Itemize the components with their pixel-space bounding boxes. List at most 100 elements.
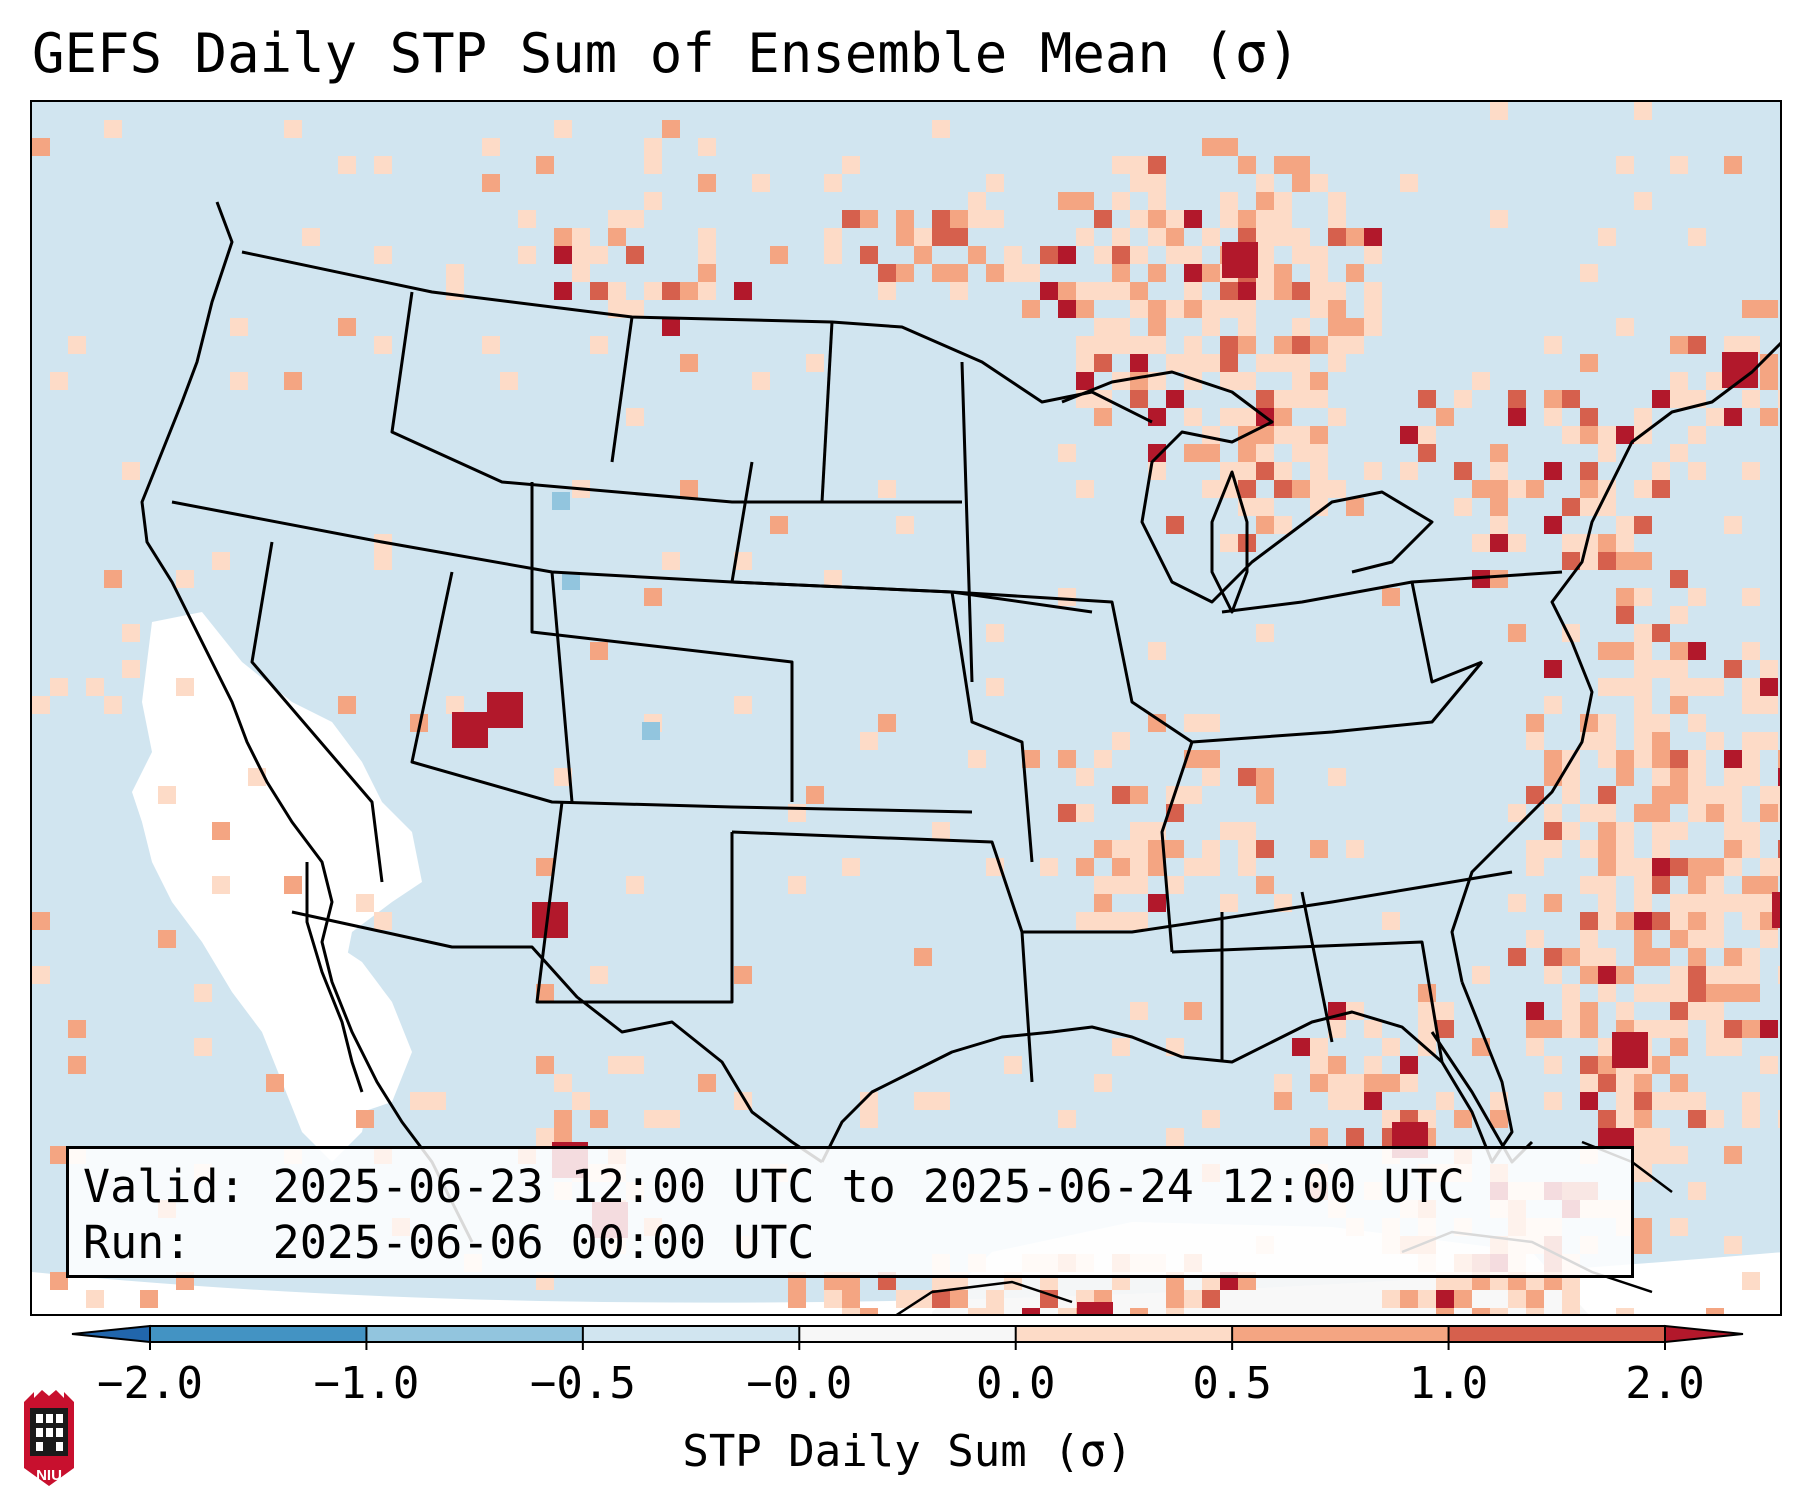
stp-cell	[1778, 786, 1780, 804]
stp-cell	[1580, 426, 1598, 444]
stp-cell	[1076, 912, 1094, 930]
stp-cell	[1526, 858, 1544, 876]
stp-cell	[1706, 1002, 1724, 1020]
stp-cell	[1670, 678, 1688, 696]
stp-cell	[1616, 750, 1634, 768]
stp-cell	[1310, 1056, 1328, 1074]
stp-cell	[1778, 858, 1780, 876]
stp-cell	[1256, 228, 1274, 246]
stp-cell	[1670, 1038, 1688, 1056]
stp-cell	[1652, 714, 1670, 732]
stp-cell	[1094, 840, 1112, 858]
stp-cell	[1436, 408, 1454, 426]
stp-cell	[1616, 768, 1634, 786]
stp-cell	[986, 1290, 1004, 1308]
stp-cell	[1346, 228, 1364, 246]
stp-cell	[1634, 1110, 1652, 1128]
stp-cell	[842, 210, 860, 228]
stp-cell	[1220, 138, 1238, 156]
stp-cell	[1148, 300, 1166, 318]
stp-cell	[1670, 750, 1688, 768]
stp-cell	[1688, 588, 1706, 606]
stp-cell	[932, 1092, 950, 1110]
stp-cell	[1634, 1128, 1652, 1146]
stp-cell	[1490, 1308, 1508, 1314]
stp-cell	[1004, 1056, 1022, 1074]
stp-cell	[1724, 840, 1742, 858]
stp-cell	[32, 696, 50, 714]
stp-cell	[644, 156, 662, 174]
stp-cell	[1202, 426, 1220, 444]
stp-cell	[1652, 876, 1670, 894]
stp-cell	[554, 768, 572, 786]
stp-cell	[1616, 552, 1634, 570]
stp-cell	[1688, 426, 1706, 444]
stp-cell	[1616, 1110, 1634, 1128]
stp-cell	[1634, 552, 1652, 570]
stp-cell	[986, 1308, 1004, 1314]
stp-cell	[1220, 300, 1238, 318]
stp-cell	[1364, 1092, 1382, 1110]
stp-cell-max	[1077, 1302, 1113, 1314]
stp-cell	[1670, 912, 1688, 930]
stp-cell	[644, 138, 662, 156]
stp-cell	[1634, 642, 1652, 660]
stp-cell	[1598, 1074, 1616, 1092]
stp-cell	[1634, 930, 1652, 948]
stp-cell	[1184, 336, 1202, 354]
stp-cell	[1760, 408, 1778, 426]
stp-cell	[1616, 516, 1634, 534]
stp-cell	[1220, 894, 1238, 912]
stp-cell	[1634, 480, 1652, 498]
stp-cell	[536, 1056, 554, 1074]
stp-cell	[1274, 210, 1292, 228]
stp-cell	[1706, 1308, 1724, 1314]
stp-cell	[1670, 1002, 1688, 1020]
stp-cell	[1634, 912, 1652, 930]
stp-cell	[1562, 768, 1580, 786]
stp-cell	[1706, 876, 1724, 894]
stp-cell	[1184, 858, 1202, 876]
stp-cell	[1184, 408, 1202, 426]
stp-cell	[1058, 444, 1076, 462]
stp-cell	[1706, 894, 1724, 912]
stp-cell	[986, 678, 1004, 696]
us-mexico-border	[291, 910, 823, 1164]
stp-cell	[1724, 516, 1742, 534]
state-line-12	[1300, 891, 1334, 1043]
stp-cell	[1634, 804, 1652, 822]
stp-cell	[590, 246, 608, 264]
stp-cell	[1166, 246, 1184, 264]
state-line-18	[820, 321, 834, 503]
stp-cell	[1058, 1308, 1076, 1314]
stp-cell	[1652, 624, 1670, 642]
stp-cell	[374, 912, 392, 930]
stp-cell	[1490, 516, 1508, 534]
stp-cell	[1328, 1020, 1346, 1038]
stp-cell	[1634, 678, 1652, 696]
stp-cell	[1112, 228, 1130, 246]
stp-cell	[1670, 444, 1688, 462]
stp-cell	[1598, 228, 1616, 246]
stp-cell	[1076, 858, 1094, 876]
stp-cell	[194, 1038, 212, 1056]
stp-cell	[1094, 354, 1112, 372]
stp-cell	[1580, 714, 1598, 732]
stp-cell	[1274, 1074, 1292, 1092]
stp-cell	[950, 282, 968, 300]
stp-cell	[1454, 498, 1472, 516]
stp-cell	[1616, 678, 1634, 696]
stp-cell	[1238, 444, 1256, 462]
stp-cell	[1238, 300, 1256, 318]
stp-cell	[1526, 1038, 1544, 1056]
stp-cell	[1688, 336, 1706, 354]
map-svg	[32, 102, 1780, 1314]
map-panel[interactable]	[30, 100, 1782, 1316]
stp-cell	[1580, 948, 1598, 966]
stp-cell	[1598, 894, 1616, 912]
stp-cell	[896, 1290, 914, 1308]
stp-cell	[1526, 732, 1544, 750]
stp-cell	[590, 966, 608, 984]
stp-cell	[914, 1092, 932, 1110]
stp-cell	[1004, 246, 1022, 264]
